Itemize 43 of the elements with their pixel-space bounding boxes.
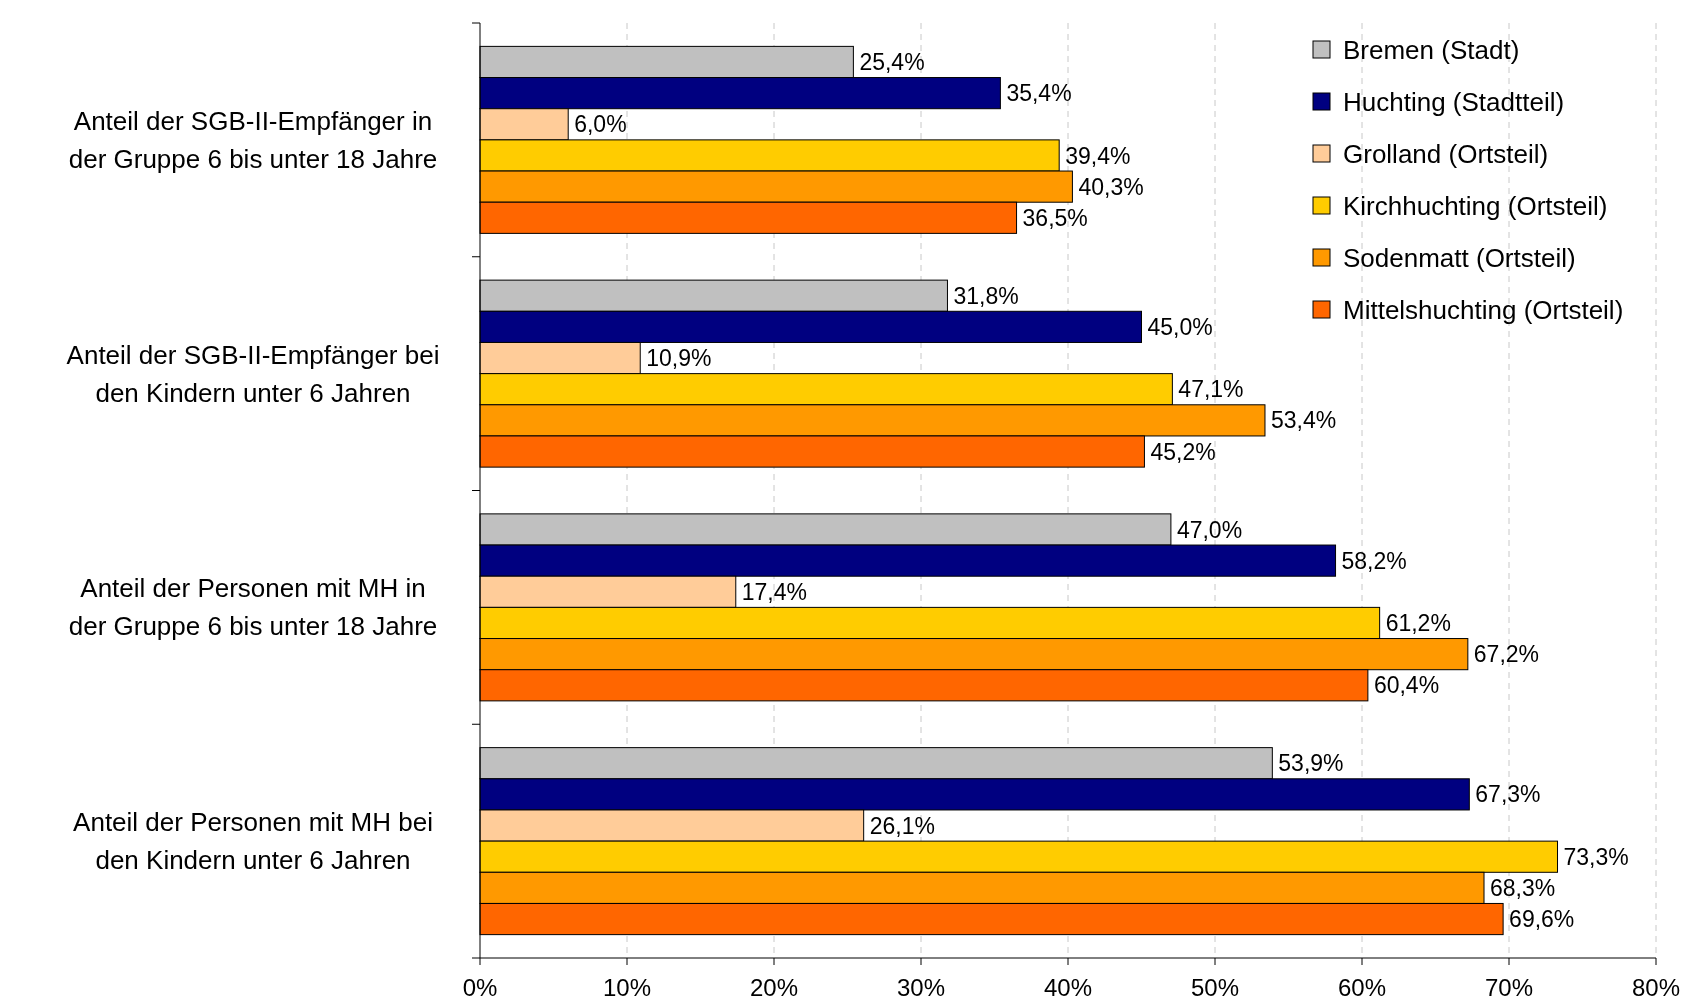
legend-label: Grolland (Ortsteil) <box>1343 139 1549 170</box>
legend-label: Sodenmatt (Ortsteil) <box>1343 243 1576 274</box>
x-tick-label: 30% <box>896 974 946 1001</box>
x-tick-label: 20% <box>749 974 799 1001</box>
data-label: 17,4% <box>741 578 807 605</box>
data-label: 10,9% <box>646 345 712 372</box>
data-label: 67,3% <box>1475 781 1541 808</box>
legend-label: Bremen (Stadt) <box>1343 35 1520 66</box>
x-tick-label: 40% <box>1043 974 1093 1001</box>
data-label: 53,4% <box>1270 407 1337 434</box>
y-tick-label: Anteil der Personen mit MH in der Gruppe 6 bis unter 18 Jahre <box>68 573 438 642</box>
data-label: 69,6% <box>1509 906 1575 933</box>
data-label: 45,2% <box>1150 438 1216 465</box>
data-label: 25,4% <box>859 49 925 76</box>
data-label: 47,1% <box>1178 376 1244 403</box>
legend-label: Huchting (Stadtteil) <box>1343 87 1565 118</box>
data-label: 60,4% <box>1373 672 1440 699</box>
data-label: 6,0% <box>574 111 627 138</box>
x-tick-label: 60% <box>1337 974 1387 1001</box>
y-tick-label: Anteil der Personen mit MH bei den Kindern unter 6 Jahren <box>73 807 433 876</box>
data-label: 36,5% <box>1022 204 1088 231</box>
x-tick-label: 50% <box>1190 974 1240 1001</box>
data-label: 53,9% <box>1278 750 1344 777</box>
data-label: 31,8% <box>953 282 1019 309</box>
x-tick-label: 70% <box>1484 974 1534 1001</box>
y-tick-label: Anteil der SGB-II-Empfänger bei den Kindern unter 6 Jahren <box>66 339 440 408</box>
legend-label: Mittelshuchting (Ortsteil) <box>1343 295 1624 326</box>
legend-label: Kirchhuchting (Ortsteil) <box>1343 191 1608 222</box>
data-label: 68,3% <box>1490 874 1556 901</box>
data-label: 67,2% <box>1473 641 1540 668</box>
data-label: 73,3% <box>1563 843 1629 870</box>
data-label: 45,0% <box>1147 313 1213 340</box>
data-label: 61,2% <box>1385 610 1451 637</box>
data-label: 47,0% <box>1176 516 1243 543</box>
x-tick-label: 0% <box>462 974 498 1001</box>
data-label: 39,4% <box>1065 142 1131 169</box>
y-tick-label: Anteil der SGB-II-Empfänger in der Gruppe 6 bis unter 18 Jahre <box>68 105 438 174</box>
x-tick-label: 80% <box>1631 974 1681 1001</box>
data-label: 58,2% <box>1341 547 1407 574</box>
data-label: 35,4% <box>1006 80 1072 107</box>
data-label: 40,3% <box>1078 173 1144 200</box>
data-label: 26,1% <box>869 812 935 839</box>
x-tick-label: 10% <box>602 974 652 1001</box>
